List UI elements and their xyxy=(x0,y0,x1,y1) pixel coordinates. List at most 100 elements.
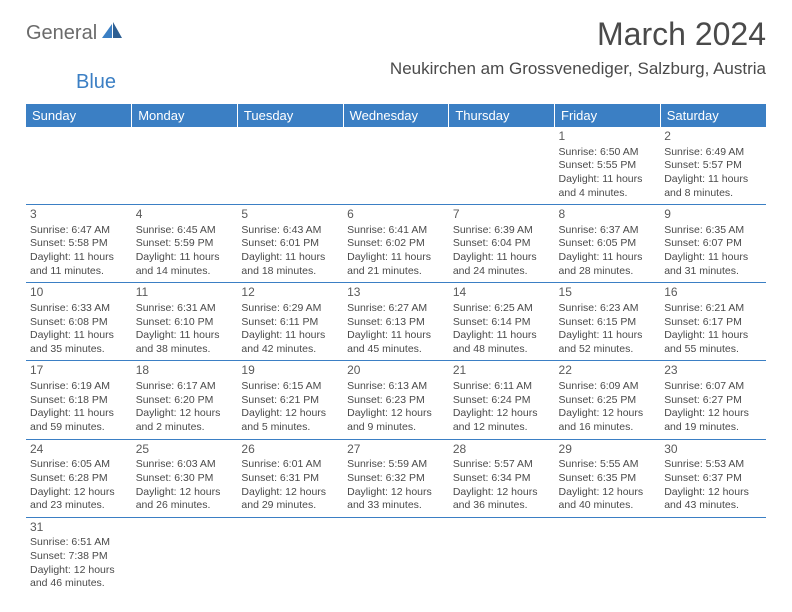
daylight-text: Daylight: 12 hours and 9 minutes. xyxy=(347,407,445,434)
sunrise-text: Sunrise: 6:09 AM xyxy=(559,380,657,394)
calendar-header-row: Sunday Monday Tuesday Wednesday Thursday… xyxy=(26,104,766,127)
sunset-text: Sunset: 6:27 PM xyxy=(664,394,762,408)
day-number: 28 xyxy=(453,442,551,458)
calendar-cell: 29Sunrise: 5:55 AMSunset: 6:35 PMDayligh… xyxy=(555,439,661,517)
sunset-text: Sunset: 6:14 PM xyxy=(453,316,551,330)
calendar-cell: 1Sunrise: 6:50 AMSunset: 5:55 PMDaylight… xyxy=(555,127,661,205)
daylight-text: Daylight: 11 hours and 38 minutes. xyxy=(136,329,234,356)
day-number: 25 xyxy=(136,442,234,458)
day-number: 10 xyxy=(30,285,128,301)
sunset-text: Sunset: 6:25 PM xyxy=(559,394,657,408)
sunrise-text: Sunrise: 5:57 AM xyxy=(453,458,551,472)
sunset-text: Sunset: 6:08 PM xyxy=(30,316,128,330)
daylight-text: Daylight: 12 hours and 33 minutes. xyxy=(347,486,445,513)
day-number: 31 xyxy=(30,520,128,536)
sunrise-text: Sunrise: 6:49 AM xyxy=(664,146,762,160)
daylight-text: Daylight: 12 hours and 16 minutes. xyxy=(559,407,657,434)
day-number: 23 xyxy=(664,363,762,379)
sunrise-text: Sunrise: 6:35 AM xyxy=(664,224,762,238)
sunset-text: Sunset: 6:35 PM xyxy=(559,472,657,486)
sunset-text: Sunset: 6:28 PM xyxy=(30,472,128,486)
calendar-cell: 10Sunrise: 6:33 AMSunset: 6:08 PMDayligh… xyxy=(26,283,132,361)
header-monday: Monday xyxy=(132,104,238,127)
sunrise-text: Sunrise: 6:47 AM xyxy=(30,224,128,238)
daylight-text: Daylight: 11 hours and 24 minutes. xyxy=(453,251,551,278)
sunset-text: Sunset: 6:24 PM xyxy=(453,394,551,408)
calendar-cell xyxy=(343,127,449,205)
calendar-cell xyxy=(449,517,555,595)
sunset-text: Sunset: 6:04 PM xyxy=(453,237,551,251)
sunrise-text: Sunrise: 6:25 AM xyxy=(453,302,551,316)
sunset-text: Sunset: 6:23 PM xyxy=(347,394,445,408)
calendar-cell xyxy=(449,127,555,205)
header-wednesday: Wednesday xyxy=(343,104,449,127)
sunrise-text: Sunrise: 6:45 AM xyxy=(136,224,234,238)
sunset-text: Sunset: 6:21 PM xyxy=(241,394,339,408)
day-number: 1 xyxy=(559,129,657,145)
sunset-text: Sunset: 6:34 PM xyxy=(453,472,551,486)
sunrise-text: Sunrise: 6:41 AM xyxy=(347,224,445,238)
day-number: 3 xyxy=(30,207,128,223)
logo-sail-icon xyxy=(102,22,124,45)
day-number: 20 xyxy=(347,363,445,379)
day-number: 24 xyxy=(30,442,128,458)
sunset-text: Sunset: 5:57 PM xyxy=(664,159,762,173)
header-thursday: Thursday xyxy=(449,104,555,127)
daylight-text: Daylight: 11 hours and 14 minutes. xyxy=(136,251,234,278)
logo-text-blue: Blue xyxy=(76,71,116,94)
calendar-row: 10Sunrise: 6:33 AMSunset: 6:08 PMDayligh… xyxy=(26,283,766,361)
calendar-row: 3Sunrise: 6:47 AMSunset: 5:58 PMDaylight… xyxy=(26,205,766,283)
calendar-cell: 5Sunrise: 6:43 AMSunset: 6:01 PMDaylight… xyxy=(237,205,343,283)
sunrise-text: Sunrise: 6:37 AM xyxy=(559,224,657,238)
sunset-text: Sunset: 6:32 PM xyxy=(347,472,445,486)
daylight-text: Daylight: 11 hours and 55 minutes. xyxy=(664,329,762,356)
calendar-cell: 15Sunrise: 6:23 AMSunset: 6:15 PMDayligh… xyxy=(555,283,661,361)
day-number: 22 xyxy=(559,363,657,379)
daylight-text: Daylight: 12 hours and 12 minutes. xyxy=(453,407,551,434)
calendar-cell: 20Sunrise: 6:13 AMSunset: 6:23 PMDayligh… xyxy=(343,361,449,439)
daylight-text: Daylight: 11 hours and 35 minutes. xyxy=(30,329,128,356)
sunrise-text: Sunrise: 6:33 AM xyxy=(30,302,128,316)
sunset-text: Sunset: 6:20 PM xyxy=(136,394,234,408)
sunrise-text: Sunrise: 5:55 AM xyxy=(559,458,657,472)
calendar-cell: 3Sunrise: 6:47 AMSunset: 5:58 PMDaylight… xyxy=(26,205,132,283)
calendar-cell: 21Sunrise: 6:11 AMSunset: 6:24 PMDayligh… xyxy=(449,361,555,439)
day-number: 29 xyxy=(559,442,657,458)
sunset-text: Sunset: 5:55 PM xyxy=(559,159,657,173)
sunset-text: Sunset: 6:15 PM xyxy=(559,316,657,330)
sunrise-text: Sunrise: 6:27 AM xyxy=(347,302,445,316)
day-number: 12 xyxy=(241,285,339,301)
day-number: 14 xyxy=(453,285,551,301)
sunset-text: Sunset: 6:10 PM xyxy=(136,316,234,330)
calendar-cell: 9Sunrise: 6:35 AMSunset: 6:07 PMDaylight… xyxy=(660,205,766,283)
sunrise-text: Sunrise: 6:23 AM xyxy=(559,302,657,316)
daylight-text: Daylight: 11 hours and 11 minutes. xyxy=(30,251,128,278)
calendar-cell: 25Sunrise: 6:03 AMSunset: 6:30 PMDayligh… xyxy=(132,439,238,517)
calendar-table: Sunday Monday Tuesday Wednesday Thursday… xyxy=(26,104,766,595)
day-number: 7 xyxy=(453,207,551,223)
day-number: 8 xyxy=(559,207,657,223)
calendar-cell: 19Sunrise: 6:15 AMSunset: 6:21 PMDayligh… xyxy=(237,361,343,439)
sunrise-text: Sunrise: 6:07 AM xyxy=(664,380,762,394)
sunrise-text: Sunrise: 5:53 AM xyxy=(664,458,762,472)
sunset-text: Sunset: 6:17 PM xyxy=(664,316,762,330)
day-number: 21 xyxy=(453,363,551,379)
calendar-cell: 11Sunrise: 6:31 AMSunset: 6:10 PMDayligh… xyxy=(132,283,238,361)
daylight-text: Daylight: 12 hours and 43 minutes. xyxy=(664,486,762,513)
calendar-cell: 28Sunrise: 5:57 AMSunset: 6:34 PMDayligh… xyxy=(449,439,555,517)
location: Neukirchen am Grossvenediger, Salzburg, … xyxy=(390,59,766,79)
header-saturday: Saturday xyxy=(660,104,766,127)
day-number: 19 xyxy=(241,363,339,379)
day-number: 6 xyxy=(347,207,445,223)
sunset-text: Sunset: 6:13 PM xyxy=(347,316,445,330)
daylight-text: Daylight: 12 hours and 19 minutes. xyxy=(664,407,762,434)
daylight-text: Daylight: 12 hours and 26 minutes. xyxy=(136,486,234,513)
sunrise-text: Sunrise: 6:03 AM xyxy=(136,458,234,472)
title-block: March 2024 Neukirchen am Grossvenediger,… xyxy=(390,16,766,79)
daylight-text: Daylight: 12 hours and 29 minutes. xyxy=(241,486,339,513)
calendar-cell xyxy=(237,517,343,595)
sunrise-text: Sunrise: 5:59 AM xyxy=(347,458,445,472)
daylight-text: Daylight: 11 hours and 18 minutes. xyxy=(241,251,339,278)
header-friday: Friday xyxy=(555,104,661,127)
sunrise-text: Sunrise: 6:31 AM xyxy=(136,302,234,316)
